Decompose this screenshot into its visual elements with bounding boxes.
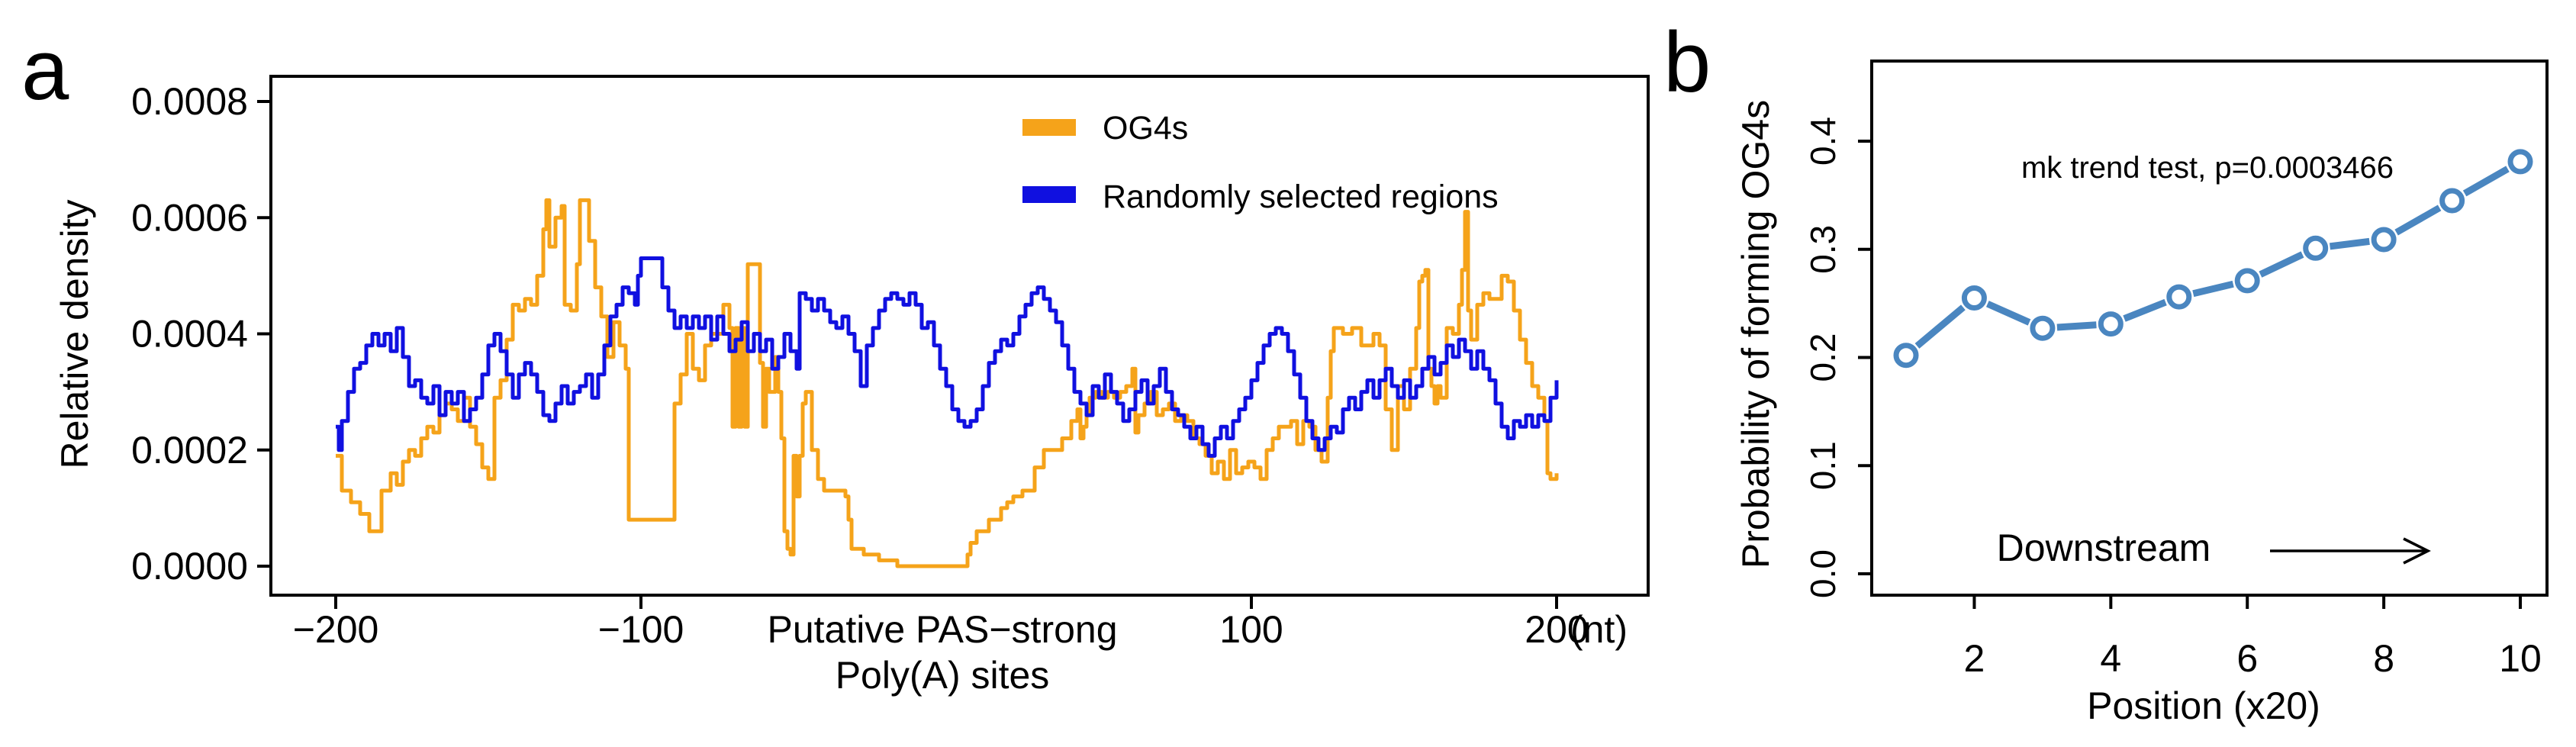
panel-b-y-tick-label: 0.0 — [1803, 549, 1843, 598]
panel-a-x-axis: −200 −100 100 200 — [293, 595, 1589, 651]
panel-b-plot-frame — [1870, 60, 2549, 597]
panel-b-data-point — [2507, 149, 2533, 175]
panel-a-x-tick-label: 200 — [1525, 608, 1588, 651]
panel-a-chart: 0.0000 0.0002 0.0004 0.0006 0.0008 −200 −100 1… — [53, 75, 1650, 697]
panel-a-y-tick-label: 0.0006 — [131, 196, 248, 239]
panel-b-data-point — [2098, 311, 2124, 337]
panel-b-x-axis: 2 4 6 8 10 — [1964, 595, 2542, 680]
panel-b-chart: 0.0 0.1 0.2 0.3 0.4 2 4 6 8 10 Probability of fo… — [1734, 60, 2549, 727]
panel-b-series-group — [1893, 149, 2533, 369]
panel-a-x-axis-label-line1: Putative PAS−strong — [767, 608, 1117, 651]
panel-b-data-point — [2166, 284, 2192, 310]
panel-b-downstream-label: Downstream — [1997, 526, 2211, 569]
panel-b-x-tick-label: 8 — [2373, 637, 2394, 680]
panel-b-y-tick-label: 0.3 — [1803, 225, 1843, 274]
panel-b-data-point — [2439, 188, 2465, 214]
panel-b-data-point — [1893, 343, 1919, 369]
panel-b-x-tick-label: 4 — [2100, 637, 2121, 680]
panel-b-data-point — [1961, 285, 1987, 311]
panel-b-x-tick-label: 6 — [2236, 637, 2258, 680]
panel-b-line-segment — [2056, 321, 2097, 331]
panel-b-y-tick-label: 0.2 — [1803, 333, 1843, 382]
legend-swatch-og4s — [1022, 119, 1076, 136]
panel-b-line-segment — [1914, 304, 1966, 349]
panel-b-y-tick-label: 0.1 — [1803, 441, 1843, 490]
panel-b-letter: b — [1663, 14, 1711, 110]
panel-b-data-point — [2371, 227, 2397, 253]
panel-b-line-segment — [2259, 251, 2304, 278]
panel-a-y-axis: 0.0000 0.0002 0.0004 0.0006 0.0008 — [131, 80, 271, 588]
panel-b-x-tick-label: 10 — [2499, 637, 2542, 680]
panel-b-x-axis-label: Position (x20) — [2087, 684, 2320, 727]
panel-b-line-segment — [2123, 298, 2167, 322]
panel-b-data-point — [2234, 268, 2260, 294]
legend-label-random: Randomly selected regions — [1103, 179, 1499, 215]
panel-a-plot-frame — [269, 75, 1650, 597]
panel-a-y-tick-label: 0.0002 — [131, 429, 248, 472]
panel-a-x-unit-label: (nt) — [1570, 608, 1628, 651]
panel-a-x-tick-label: −200 — [293, 608, 379, 651]
panel-b-line-segment — [2192, 280, 2234, 298]
panel-a-y-tick-label: 0.0008 — [131, 80, 248, 123]
panel-a-y-tick-label: 0.0004 — [131, 313, 248, 356]
panel-b-line-segment — [1985, 301, 2031, 326]
downstream-arrow-icon — [2270, 537, 2431, 565]
panel-a-y-tick-label: 0.0000 — [131, 545, 248, 588]
series-random-regions-line — [336, 256, 1559, 458]
legend-label-og4s: OG4s — [1103, 110, 1188, 147]
panel-a-legend: OG4s Randomly selected regions — [1022, 110, 1499, 215]
legend-swatch-random — [1022, 186, 1076, 203]
panel-a-x-tick-label: 100 — [1219, 608, 1283, 651]
panel-b-y-axis: 0.0 0.1 0.2 0.3 0.4 — [1803, 117, 1872, 598]
panel-b-y-tick-label: 0.4 — [1803, 117, 1843, 166]
panel-b-data-point — [2303, 235, 2329, 261]
panel-b-line-segment — [2394, 204, 2442, 236]
panel-b-x-tick-label: 2 — [1964, 637, 1985, 680]
panel-a-series-group — [336, 198, 1559, 568]
panel-b-annotation: mk trend test, p=0.0003466 — [2021, 151, 2394, 185]
panel-b-data-point — [2030, 315, 2056, 341]
panel-b-y-axis-label: Probability of forming OG4s — [1734, 100, 1777, 568]
panel-b-line-segment — [2329, 237, 2370, 250]
panel-a-letter: a — [21, 22, 69, 118]
panel-a-x-axis-label-line2: Poly(A) sites — [836, 654, 1050, 697]
panel-a-x-tick-label: −100 — [598, 608, 684, 651]
panel-a-y-axis-label: Relative density — [53, 200, 96, 469]
panel-b-line-segment — [2462, 166, 2510, 197]
